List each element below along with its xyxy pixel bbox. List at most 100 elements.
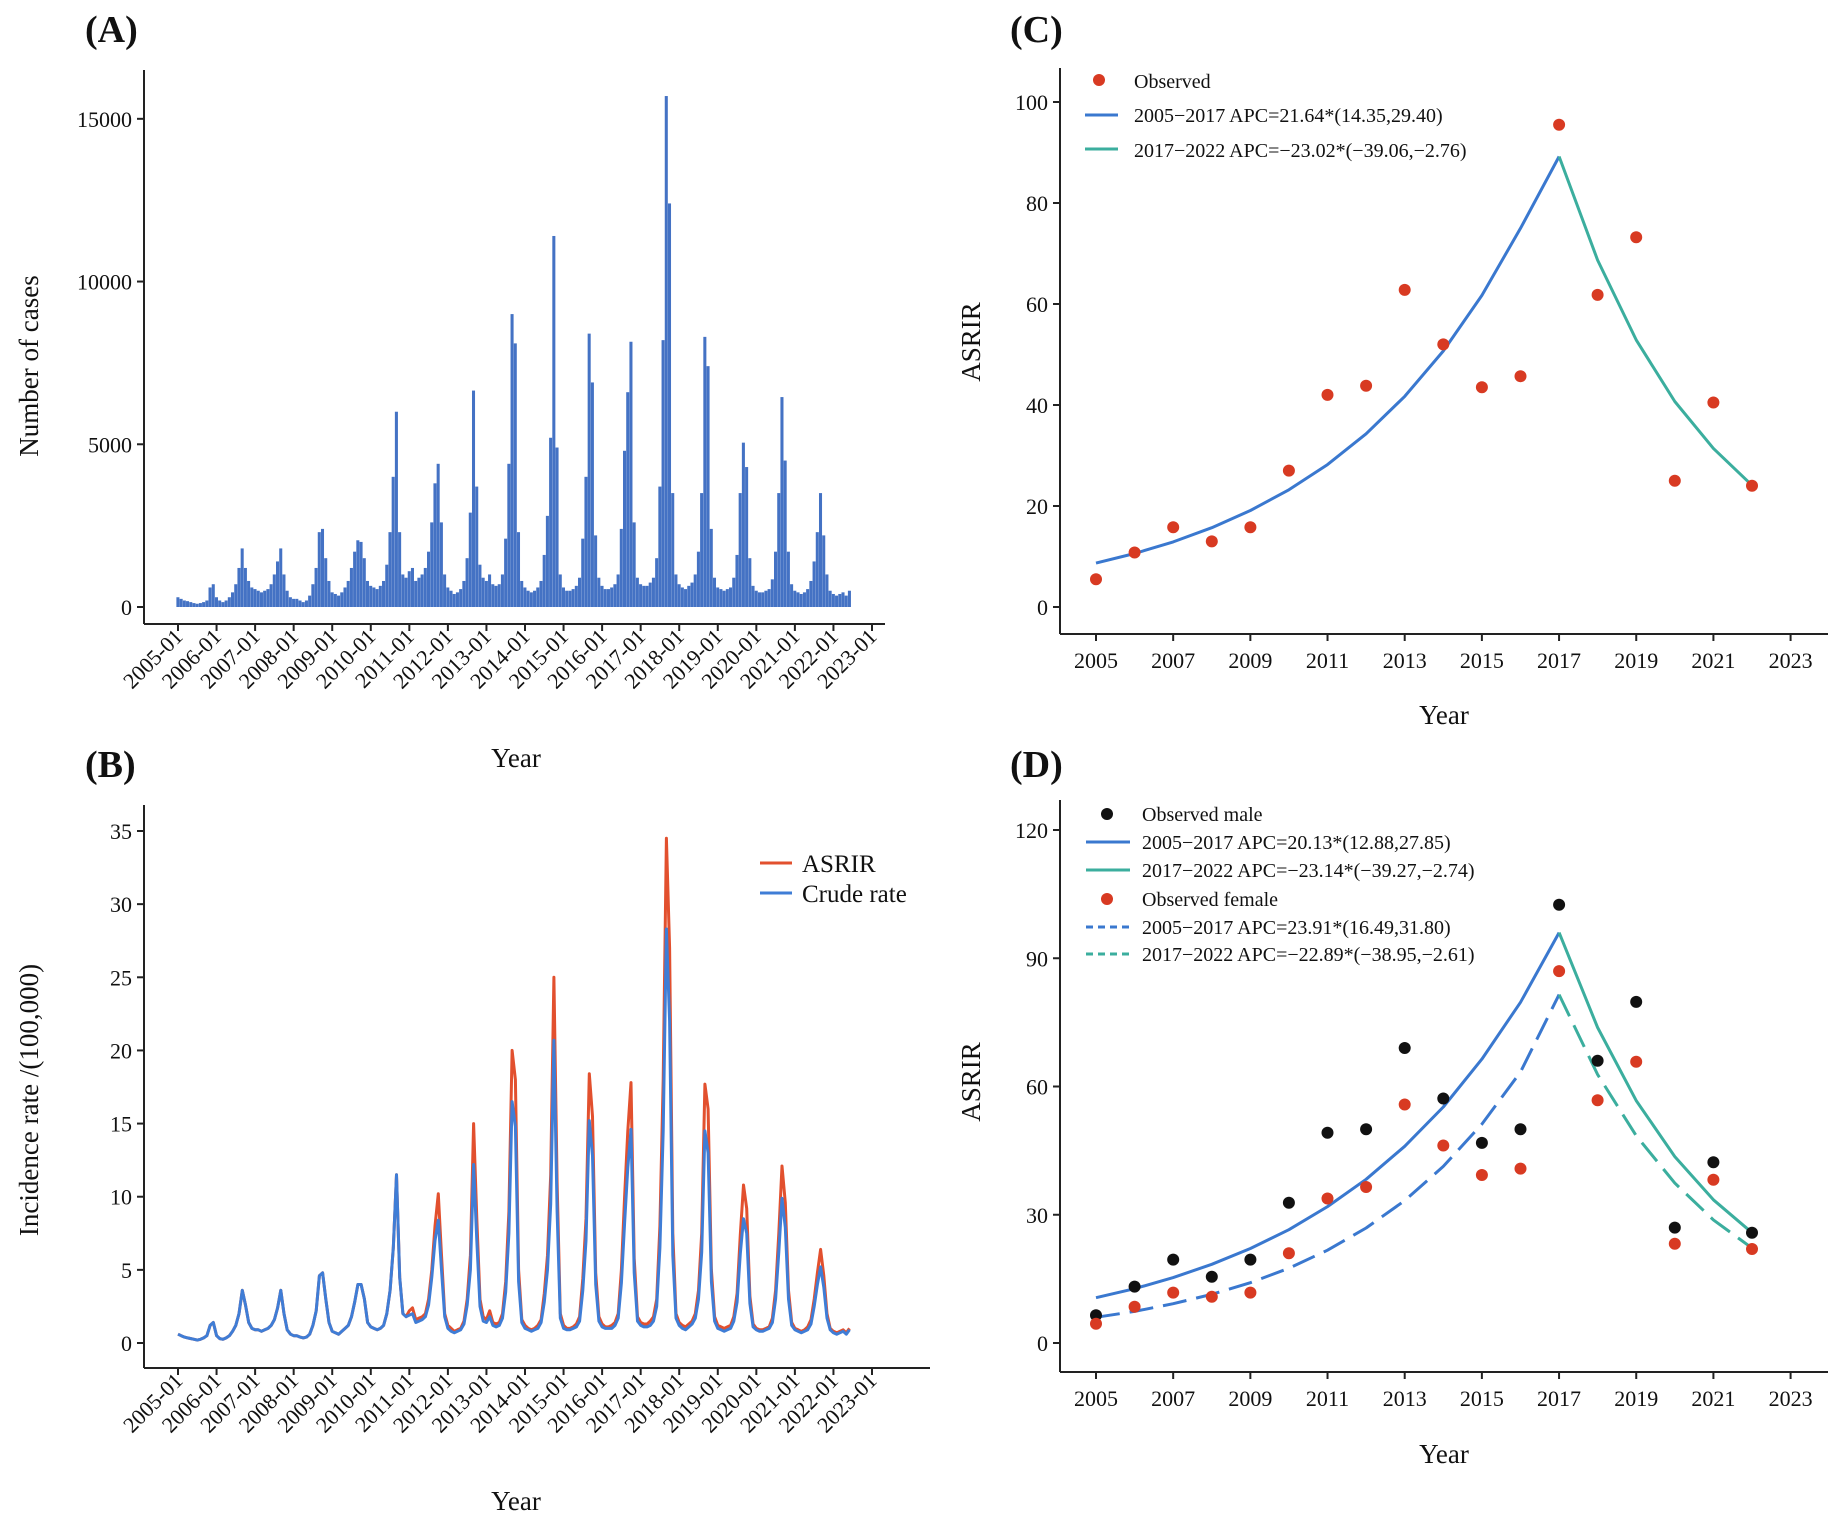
- bar-67: [391, 476, 395, 607]
- series-line-crude-rate: [177, 927, 851, 1342]
- y-tick-label-35: 35: [110, 819, 132, 844]
- point-male-2022: [1746, 1226, 1758, 1239]
- bar-109: [526, 590, 530, 607]
- bar-159: [687, 585, 691, 607]
- x-tick-label-2007: 2007: [1151, 648, 1195, 673]
- y-tick-label-80: 80: [1026, 191, 1048, 216]
- bar-149: [655, 558, 659, 607]
- bar-172: [729, 587, 733, 607]
- bar-81: [436, 463, 440, 607]
- bar-48: [330, 592, 334, 607]
- bar-64: [382, 580, 386, 607]
- bar-83: [443, 574, 447, 607]
- bar-28: [266, 589, 270, 607]
- panel-b-xlabel: Year: [491, 1486, 541, 1516]
- y-tick-label-30: 30: [110, 892, 132, 917]
- bar-147: [648, 582, 652, 607]
- bar-7: [198, 603, 202, 607]
- x-tick-label-2017: 2017: [1537, 648, 1581, 673]
- bar-32: [279, 548, 283, 607]
- bar-176: [741, 442, 745, 607]
- bar-75: [417, 577, 421, 607]
- panel-b-lines: [177, 836, 851, 1342]
- bar-207: [841, 592, 845, 607]
- point-observed-2013: [1398, 1098, 1411, 1111]
- point-observed-2015: [1475, 1169, 1488, 1181]
- legend-observed-female-swatch: [1101, 893, 1113, 905]
- panel-c-ylabel: ASRIR: [956, 302, 986, 382]
- bar-133: [603, 589, 607, 607]
- legend-observed-male-swatch: [1101, 808, 1113, 820]
- point-male-2016: [1514, 1123, 1527, 1136]
- x-tick-label-2009: 2009: [1228, 648, 1272, 673]
- bar-119: [558, 574, 562, 607]
- bar-157: [680, 587, 684, 607]
- bar-130: [594, 535, 598, 607]
- y-tick-label-60: 60: [1026, 1075, 1048, 1100]
- bar-152: [664, 96, 668, 607]
- legend-observed-male-label: Observed male: [1142, 804, 1263, 826]
- fit-line-0: [1095, 155, 1561, 565]
- bar-203: [828, 590, 832, 607]
- panel-d-ylabel: ASRIR: [956, 1042, 986, 1122]
- point-male-2013: [1398, 1042, 1411, 1054]
- x-tick-label-2009: 2009: [1228, 1386, 1272, 1411]
- legend-crude-label: Crude rate: [802, 881, 907, 908]
- x-tick-label-2021: 2021: [1691, 1386, 1735, 1411]
- panel-c: (C) ASRIR Year 0 20 40 60 80 100 2005 2007 2009 2…: [956, 9, 1828, 730]
- bar-181: [757, 592, 761, 607]
- point-male-2008: [1205, 1270, 1218, 1283]
- bar-85: [449, 590, 453, 607]
- point-observed-2006: [1128, 1300, 1141, 1313]
- bar-6: [195, 603, 199, 607]
- point-observed-2008: [1205, 1290, 1218, 1303]
- bar-10: [208, 587, 212, 607]
- bar-192: [793, 590, 797, 607]
- bar-188: [780, 397, 784, 607]
- y-tick-label-0: 0: [121, 595, 132, 620]
- bar-105: [513, 343, 517, 607]
- bar-122: [568, 590, 572, 607]
- bar-97: [488, 574, 492, 607]
- bar-135: [610, 587, 614, 607]
- point-observed-2017: [1553, 118, 1566, 131]
- fit-line-1: [1557, 932, 1753, 1234]
- bar-106: [516, 532, 521, 607]
- bar-12: [214, 597, 218, 607]
- bar-79: [430, 522, 434, 607]
- bar-103: [507, 463, 511, 607]
- bar-59: [365, 580, 370, 607]
- y-tick-label-0: 0: [121, 1331, 132, 1356]
- bar-27: [263, 590, 267, 607]
- bar-11: [211, 584, 215, 607]
- point-male-2019: [1630, 995, 1643, 1008]
- bar-36: [292, 598, 296, 607]
- x-tick-label-2015: 2015: [1460, 1386, 1504, 1411]
- point-observed-2016: [1514, 370, 1527, 383]
- bar-175: [738, 493, 742, 607]
- bar-154: [671, 493, 675, 607]
- point-observed-2021: [1707, 1173, 1720, 1186]
- bar-168: [716, 587, 720, 607]
- bar-40: [304, 600, 308, 607]
- point-male-2020: [1668, 1221, 1681, 1234]
- point-observed-2012: [1360, 379, 1373, 392]
- bar-191: [790, 584, 794, 607]
- panel-d-axes: 0 30 60 90 120 2005 2007 2009 2011 2013 2015 2017 20…: [1015, 800, 1828, 1411]
- bar-22: [247, 580, 251, 607]
- bar-125: [578, 577, 582, 607]
- panel-b-label: (B): [85, 744, 136, 786]
- bar-201: [822, 535, 826, 607]
- y-tick-label-120: 120: [1015, 818, 1048, 843]
- bar-124: [574, 585, 578, 607]
- bar-117: [552, 235, 556, 608]
- bar-18: [234, 584, 238, 607]
- bar-39: [301, 602, 305, 607]
- panel-b-legend: ASRIR Crude rate: [760, 851, 907, 908]
- legend-observed-swatch: [1093, 74, 1105, 86]
- y-tick-label-25: 25: [110, 965, 132, 990]
- bar-136: [613, 584, 617, 607]
- y-tick-label-15: 15: [110, 1112, 132, 1137]
- legend-female-fit1-label: 2005−2017 APC=23.91*(16.49,31.80): [1142, 917, 1451, 939]
- y-tick-label-60: 60: [1026, 292, 1048, 317]
